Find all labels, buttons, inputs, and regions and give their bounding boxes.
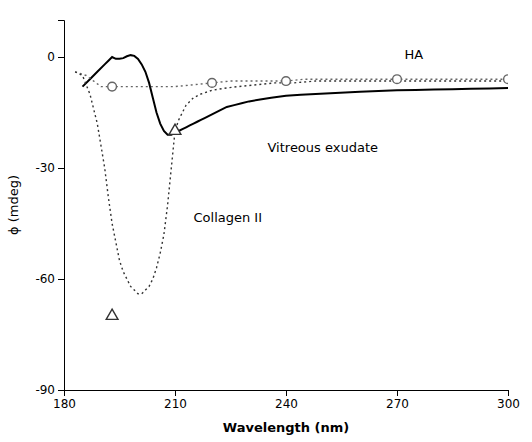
annotation: Collagen II bbox=[194, 210, 263, 225]
marker bbox=[106, 309, 118, 319]
y-axis-line bbox=[58, 21, 65, 391]
tick-mark bbox=[58, 168, 64, 169]
chart: 180 210 240 270 300 -90 -60 -30 0 Vitreous exudat… bbox=[0, 0, 532, 442]
annotation: HA bbox=[404, 47, 423, 62]
tick: -30 bbox=[35, 161, 64, 175]
tick-label: 300 bbox=[497, 397, 520, 411]
marker bbox=[108, 82, 117, 91]
tick-label: 240 bbox=[275, 397, 298, 411]
tick-label: -90 bbox=[35, 383, 55, 397]
line bbox=[75, 72, 508, 294]
tick-mark bbox=[58, 390, 64, 391]
tick-label: 180 bbox=[53, 397, 76, 411]
tick-label: 0 bbox=[47, 50, 55, 64]
plot: 180 210 240 270 300 -90 -60 -30 0 Vitreous exudat… bbox=[6, 21, 520, 436]
y-axis-title: ϕ (mdeg) bbox=[6, 175, 21, 235]
tick: -60 bbox=[35, 272, 64, 286]
y-axis: -90 -60 -30 0 bbox=[35, 21, 64, 398]
tick: 270 bbox=[386, 390, 409, 411]
annotations: Vitreous exudate HA Collagen II bbox=[194, 47, 424, 225]
marks bbox=[75, 55, 508, 319]
marker bbox=[504, 75, 508, 84]
tick-label: -60 bbox=[35, 272, 55, 286]
tick-mark bbox=[508, 390, 509, 396]
tick-label: 210 bbox=[164, 397, 187, 411]
tick: -90 bbox=[35, 383, 64, 397]
tick-mark bbox=[397, 390, 398, 396]
marker bbox=[208, 79, 217, 88]
x-axis: 180 210 240 270 300 bbox=[53, 390, 520, 411]
line bbox=[83, 55, 509, 135]
tick-mark bbox=[58, 279, 64, 280]
x-axis-title: Wavelength (nm) bbox=[223, 420, 349, 435]
tick: 0 bbox=[47, 50, 64, 64]
tick: 300 bbox=[497, 390, 520, 411]
annotation: Vitreous exudate bbox=[268, 140, 379, 155]
marker bbox=[393, 75, 402, 84]
x-axis-line bbox=[65, 391, 509, 397]
tick: 210 bbox=[164, 390, 187, 411]
tick-label: 270 bbox=[386, 397, 409, 411]
marker bbox=[169, 124, 181, 134]
tick-mark bbox=[286, 390, 287, 396]
marker bbox=[282, 77, 291, 86]
tick-mark bbox=[175, 390, 176, 396]
tick: 240 bbox=[275, 390, 298, 411]
tick: 180 bbox=[53, 390, 76, 411]
tick-mark bbox=[58, 57, 64, 58]
tick-label: -30 bbox=[35, 161, 55, 175]
line bbox=[75, 72, 508, 87]
